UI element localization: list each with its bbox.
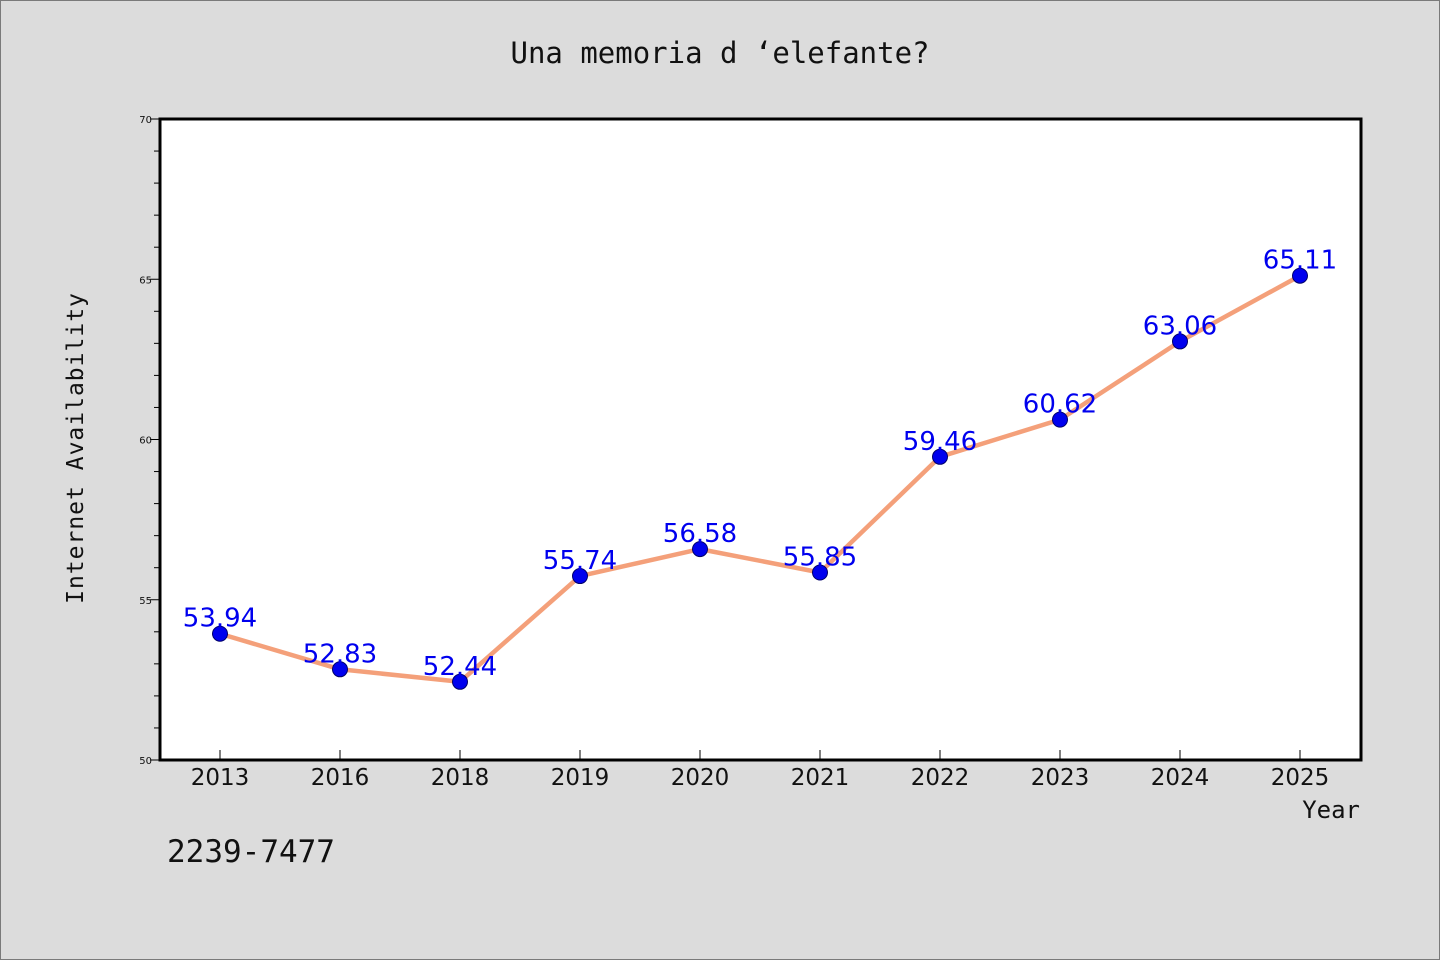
- plot-area: [158, 117, 1363, 762]
- data-point: [572, 568, 588, 585]
- x-tick-label: 2019: [551, 765, 610, 791]
- data-labels-group: 53.94 52.83 52.44 55.74 56.58 55.85 59.46 60.62…: [183, 246, 1337, 682]
- data-point: [932, 448, 948, 465]
- y-axis: 50 55 60 65 70: [139, 115, 160, 767]
- data-point: [332, 661, 348, 678]
- data-point: [692, 541, 708, 558]
- x-tick-label: 2024: [1151, 765, 1210, 791]
- y-tick-label: 55: [139, 596, 152, 607]
- data-label: 65.11: [1263, 246, 1337, 276]
- data-point: [812, 564, 828, 581]
- y-tick-label: 65: [139, 275, 152, 286]
- data-point: [1292, 267, 1308, 284]
- x-tick-label: 2022: [911, 765, 970, 791]
- data-label: 53.94: [183, 604, 257, 634]
- data-point: [452, 673, 468, 690]
- data-label: 60.62: [1023, 390, 1097, 420]
- chart-title: Una memoria d ‘elefante?: [510, 36, 930, 70]
- series-group: [212, 267, 1308, 690]
- x-tick-label: 2013: [191, 765, 250, 791]
- y-tick-label: 50: [139, 756, 152, 767]
- data-point: [1052, 411, 1068, 428]
- series-line: [217, 273, 1303, 685]
- x-tick-label: 2016: [311, 765, 370, 791]
- data-point: [212, 625, 228, 642]
- x-tick-label: 2025: [1271, 765, 1330, 791]
- x-tick-label: 2023: [1031, 765, 1090, 791]
- data-label: 52.83: [303, 639, 377, 669]
- y-tick-label: 60: [139, 436, 152, 447]
- data-label: 52.44: [423, 652, 497, 682]
- y-tick-label: 70: [139, 115, 152, 126]
- data-label: 55.85: [783, 543, 857, 573]
- data-label: 55.74: [543, 546, 617, 576]
- x-tick-label: 2020: [671, 765, 730, 791]
- x-tick-label: 2018: [431, 765, 490, 791]
- footnote-code: 2239-7477: [167, 834, 335, 870]
- x-axis: 2013 2016 2018 2019 2020 2021 2022 2023 2024 2025: [191, 750, 1330, 791]
- data-label: 59.46: [903, 427, 977, 457]
- data-point: [1172, 333, 1188, 350]
- data-label: 56.58: [663, 519, 737, 549]
- data-label: 63.06: [1143, 311, 1217, 341]
- x-axis-label: Year: [1302, 796, 1360, 824]
- x-tick-label: 2021: [791, 765, 850, 791]
